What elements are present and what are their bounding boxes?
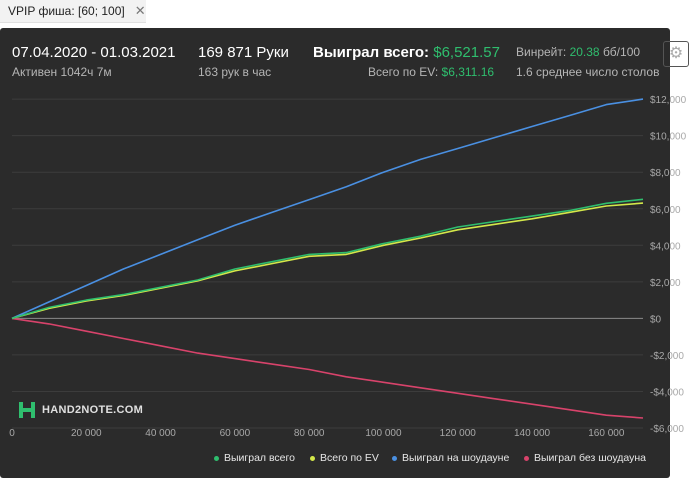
ev-total: Всего по EV: $6,311.16 (368, 65, 494, 79)
legend-label-non-showdown: Выиграл без шоудауна (534, 452, 646, 464)
watermark-text: HAND2NOTE.COM (42, 404, 144, 416)
winrate: Винрейт: 20.38 бб/100 (516, 45, 640, 59)
legend-item-ev[interactable]: Всего по EV (310, 452, 379, 464)
legend-dot-won (214, 455, 219, 461)
legend-label-ev: Всего по EV (320, 452, 379, 464)
legend-dot-non-showdown (524, 455, 529, 461)
hands-per-hour: 163 рук в час (198, 65, 272, 79)
active-time: Активен 1042ч 7м (12, 65, 112, 79)
ev-value: $6,311.16 (441, 65, 495, 79)
ev-label: Всего по EV: (368, 65, 439, 79)
gear-icon[interactable]: ⚙ (663, 41, 689, 67)
legend-dot-ev (310, 455, 315, 461)
hand2note-logo: HAND2NOTE.COM (18, 401, 143, 419)
hand2note-logo-icon (19, 402, 35, 418)
hands-count: 169 871 Руки (198, 44, 289, 61)
legend-item-won[interactable]: Выиграл всего (214, 452, 295, 464)
legend-item-non-showdown[interactable]: Выиграл без шоудауна (524, 452, 646, 464)
winrate-unit: бб/100 (602, 45, 641, 59)
winrate-value: 20.38 (569, 45, 600, 59)
chart-tab[interactable]: VPIP фиша: [60; 100] ✕ (0, 0, 146, 23)
date-range: 07.04.2020 - 01.03.2021 (12, 44, 176, 61)
won-total: Выиграл всего: $6,521.57 (313, 44, 500, 61)
close-icon[interactable]: ✕ (134, 3, 146, 18)
legend-item-showdown[interactable]: Выиграл на шоудауне (392, 452, 509, 464)
won-total-label: Выиграл всего: (313, 44, 430, 61)
legend-label-won: Выиграл всего (224, 452, 295, 464)
legend-dot-showdown (392, 455, 397, 461)
avg-tables: 1.6 среднее число столов (516, 65, 660, 79)
legend-label-showdown: Выиграл на шоудауне (402, 452, 510, 464)
tab-label: VPIP фиша: [60; 100] (8, 4, 125, 18)
won-total-value: $6,521.57 (433, 44, 500, 61)
winrate-label: Винрейт: (516, 45, 567, 59)
